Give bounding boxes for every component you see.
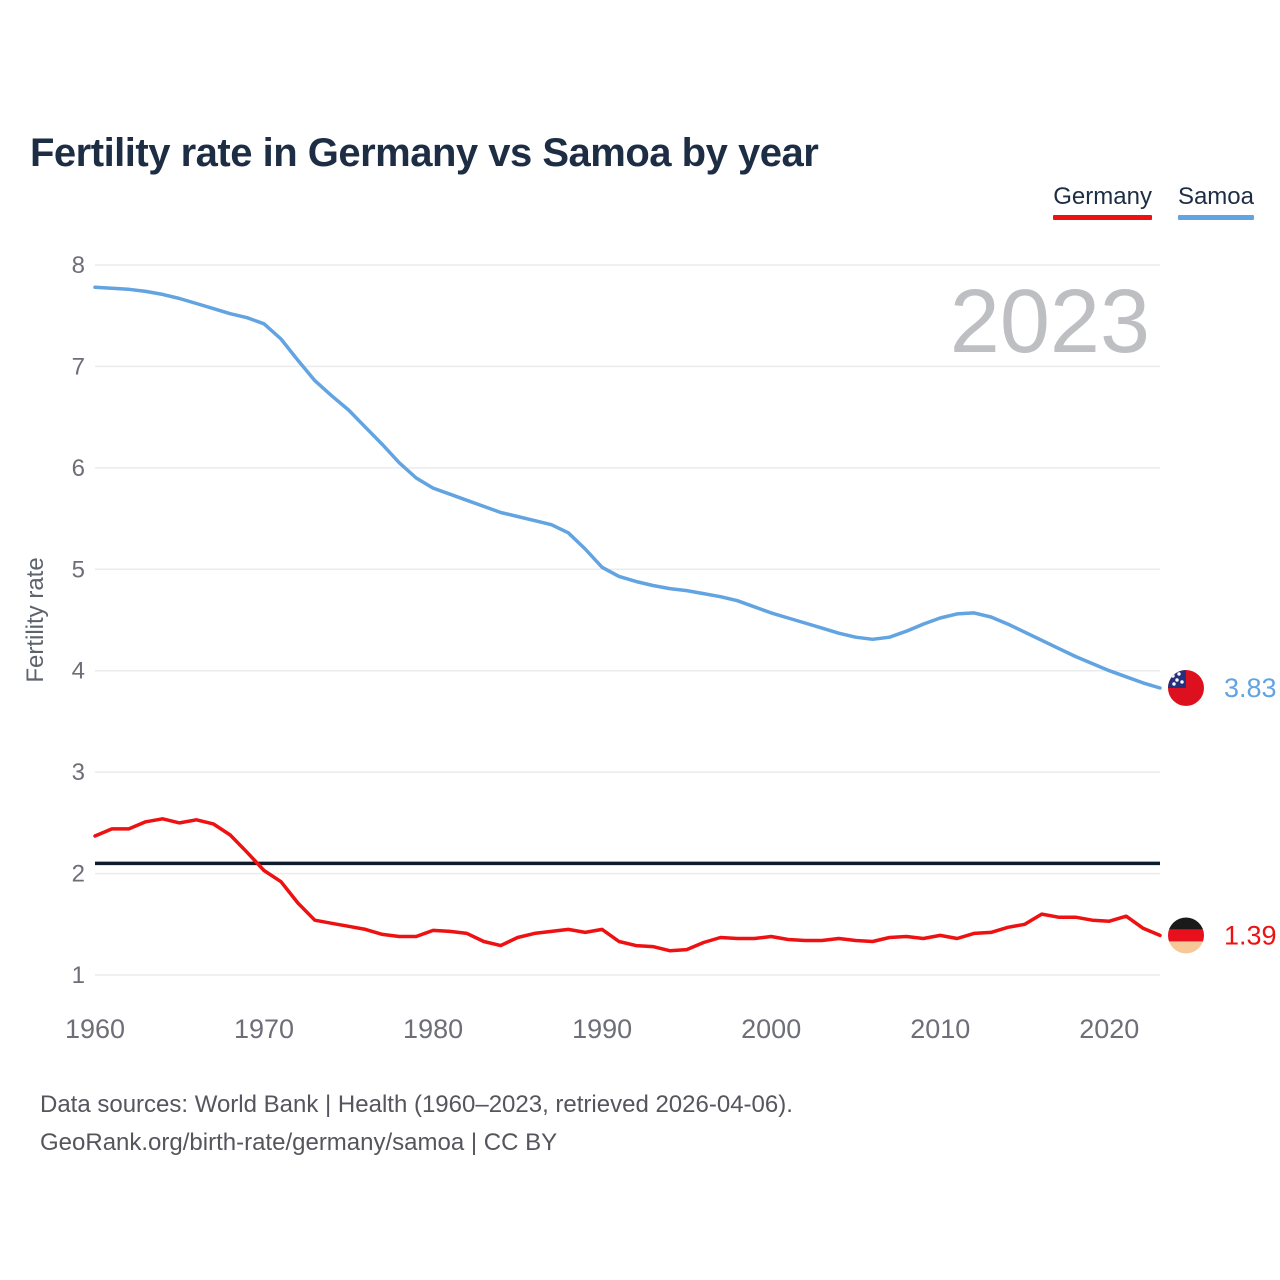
footer-sources: Data sources: World Bank | Health (1960–… [40,1091,793,1118]
legend-item-samoa[interactable]: Samoa [1177,183,1254,221]
end-label-germany: 1.39 [1224,920,1277,950]
x-tick-2010: 2010 [910,1014,970,1044]
legend-label-germany: Germany [1053,183,1152,210]
x-tick-1990: 1990 [572,1014,632,1044]
legend: Germany Samoa [1053,183,1254,221]
footer: Data sources: World Bank | Health (1960–… [40,1086,793,1162]
footer-link[interactable]: GeoRank.org/birth-rate/germany/samoa | C… [40,1129,558,1156]
chart-title: Fertility rate in Germany vs Samoa by ye… [30,130,819,175]
x-tick-2000: 2000 [741,1014,801,1044]
y-axis-title: Fertility rate [22,557,49,682]
flag-icon-samoa [1168,669,1204,706]
flag-icon-germany [1168,917,1204,954]
y-tick-3: 3 [72,759,85,786]
end-label-samoa: 3.83 [1224,673,1277,703]
y-tick-4: 4 [72,658,85,685]
x-tick-1980: 1980 [403,1014,463,1044]
watermark-year: 2023 [950,272,1150,372]
legend-item-germany[interactable]: Germany [1053,183,1152,221]
y-tick-8: 8 [72,252,85,279]
series-line-germany [93,817,1162,953]
y-tick-2: 2 [72,861,85,888]
y-tick-5: 5 [72,556,85,583]
legend-underline-germany [1053,215,1152,221]
series-line-samoa [93,285,1162,690]
x-tick-1970: 1970 [234,1014,294,1044]
y-tick-6: 6 [72,455,85,482]
y-tick-7: 7 [72,353,85,380]
x-tick-1960: 1960 [65,1014,125,1044]
y-tick-1: 1 [72,962,85,989]
legend-label-samoa: Samoa [1177,183,1254,210]
legend-underline-samoa [1177,215,1254,221]
x-tick-2020: 2020 [1079,1014,1139,1044]
